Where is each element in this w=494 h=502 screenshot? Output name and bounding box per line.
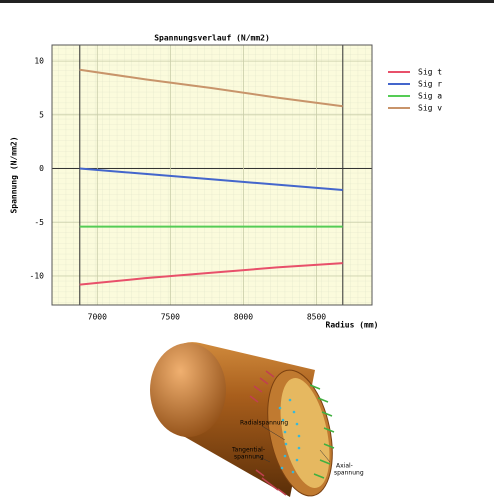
y-tick-label: -10 <box>30 271 45 280</box>
x-tick-label: 8000 <box>234 313 253 322</box>
minor-grid <box>52 45 372 305</box>
legend-label: Sig r <box>418 80 442 89</box>
cylinder-cap <box>150 343 226 437</box>
label-radial: Radialspannung <box>240 420 288 427</box>
x-tick-label: 7000 <box>88 313 107 322</box>
label-tangential: spannung <box>234 454 264 461</box>
label-axial: spannung <box>334 470 364 477</box>
top-border <box>0 0 494 3</box>
legend-label: Sig a <box>418 92 442 101</box>
x-axis-label: Radius (mm) <box>326 320 379 330</box>
y-axis-label: Spannung (N/mm2) <box>10 136 19 213</box>
x-tick-label: 8500 <box>307 313 326 322</box>
x-tick-label: 7500 <box>161 313 180 322</box>
label-axial: Axial- <box>336 463 353 470</box>
legend-label: Sig t <box>418 68 442 77</box>
y-tick-label: 10 <box>34 57 44 66</box>
page: 10 5 0 -5 -10 7000 7500 8000 8500 Sig t Sig r Sig a… <box>0 0 494 502</box>
legend-label: Sig v <box>418 104 442 113</box>
y-tick-label: 0 <box>39 164 44 173</box>
y-tick-label: 5 <box>39 110 44 119</box>
illustration: Radialspannung Tangential- spannung Axia… <box>150 342 364 502</box>
chart-title: Spannungsverlauf (N/mm2) <box>154 34 270 43</box>
label-tangential: Tangential- <box>231 447 265 454</box>
y-tick-label: -5 <box>34 218 44 227</box>
